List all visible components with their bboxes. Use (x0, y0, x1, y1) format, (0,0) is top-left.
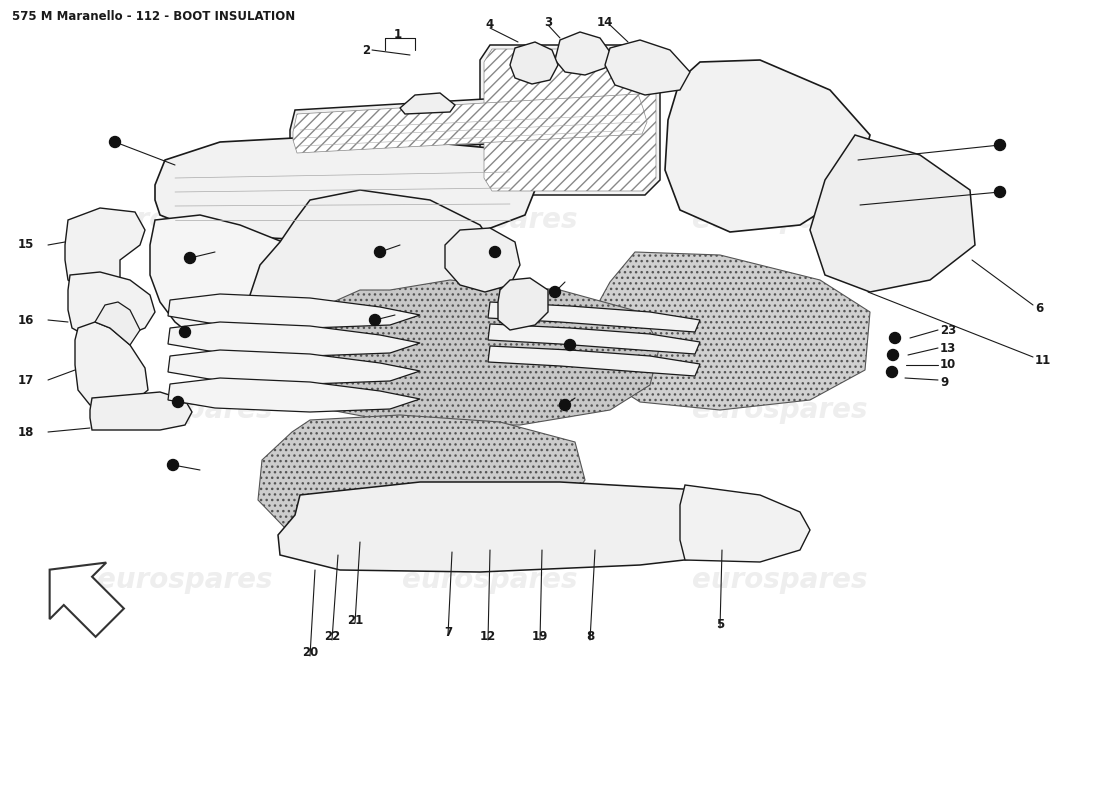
Text: 4: 4 (486, 18, 494, 31)
Polygon shape (278, 482, 770, 572)
Circle shape (887, 366, 898, 378)
Polygon shape (168, 322, 420, 356)
Text: eurospares: eurospares (97, 206, 273, 234)
Text: 20: 20 (301, 646, 318, 659)
Polygon shape (605, 40, 690, 95)
Polygon shape (290, 90, 650, 155)
Text: 6: 6 (1035, 302, 1043, 314)
Text: 14: 14 (597, 15, 613, 29)
Text: 16: 16 (18, 314, 34, 326)
Circle shape (994, 186, 1005, 198)
Circle shape (185, 253, 196, 263)
Polygon shape (556, 32, 610, 75)
Polygon shape (168, 350, 420, 384)
Text: 10: 10 (940, 358, 956, 371)
Polygon shape (488, 324, 700, 354)
Text: eurospares: eurospares (692, 566, 868, 594)
Text: 9: 9 (940, 375, 948, 389)
Polygon shape (680, 485, 810, 562)
Circle shape (490, 246, 500, 258)
Polygon shape (75, 322, 148, 410)
Text: 1: 1 (394, 29, 403, 42)
Circle shape (179, 326, 190, 338)
Polygon shape (50, 562, 124, 637)
Text: 12: 12 (480, 630, 496, 643)
Text: 22: 22 (323, 630, 340, 643)
Text: 21: 21 (346, 614, 363, 626)
Polygon shape (95, 302, 140, 345)
Polygon shape (90, 392, 192, 430)
Text: 5: 5 (716, 618, 724, 631)
Text: eurospares: eurospares (403, 206, 578, 234)
Text: eurospares: eurospares (692, 206, 868, 234)
Polygon shape (488, 302, 700, 332)
Polygon shape (293, 94, 647, 153)
Polygon shape (588, 252, 870, 410)
Polygon shape (168, 294, 420, 328)
Circle shape (888, 350, 899, 361)
Polygon shape (258, 415, 585, 542)
Circle shape (370, 314, 381, 326)
Polygon shape (168, 378, 420, 412)
Text: 17: 17 (18, 374, 34, 386)
Text: 2: 2 (362, 43, 370, 57)
Text: 23: 23 (940, 323, 956, 337)
Text: eurospares: eurospares (97, 566, 273, 594)
Circle shape (110, 137, 121, 147)
Text: 15: 15 (18, 238, 34, 251)
Polygon shape (68, 272, 155, 338)
Polygon shape (484, 49, 656, 191)
Circle shape (550, 286, 561, 298)
Polygon shape (666, 60, 870, 232)
Text: 11: 11 (1035, 354, 1052, 366)
Circle shape (994, 139, 1005, 150)
Text: 8: 8 (586, 630, 594, 643)
Text: 7: 7 (444, 626, 452, 638)
Text: 13: 13 (940, 342, 956, 354)
Polygon shape (250, 190, 500, 362)
Polygon shape (498, 278, 548, 330)
Polygon shape (480, 45, 660, 195)
Circle shape (560, 399, 571, 410)
Text: 3: 3 (543, 15, 552, 29)
Text: eurospares: eurospares (97, 396, 273, 424)
Circle shape (374, 246, 385, 258)
Polygon shape (155, 135, 535, 242)
Polygon shape (446, 228, 520, 292)
Circle shape (890, 333, 901, 343)
Text: eurospares: eurospares (403, 396, 578, 424)
Text: eurospares: eurospares (403, 566, 578, 594)
Text: 19: 19 (531, 630, 548, 643)
Circle shape (167, 459, 178, 470)
Text: 575 M Maranello - 112 - BOOT INSULATION: 575 M Maranello - 112 - BOOT INSULATION (12, 10, 295, 23)
Polygon shape (150, 215, 310, 350)
Polygon shape (488, 346, 700, 376)
Polygon shape (510, 42, 558, 84)
Text: eurospares: eurospares (692, 396, 868, 424)
Text: 18: 18 (18, 426, 34, 438)
Circle shape (564, 339, 575, 350)
Polygon shape (292, 280, 660, 425)
Circle shape (173, 397, 184, 407)
Polygon shape (65, 208, 145, 290)
Polygon shape (400, 93, 455, 114)
Polygon shape (810, 135, 975, 292)
